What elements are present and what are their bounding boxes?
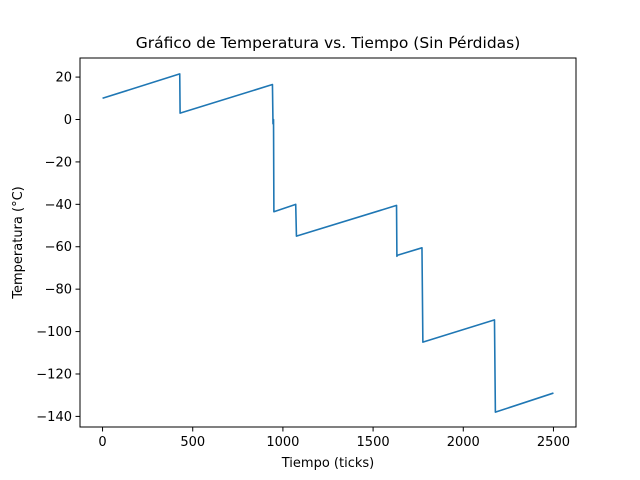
y-tick-label: −140 bbox=[36, 410, 72, 425]
y-tick-label: −20 bbox=[45, 155, 72, 170]
x-tick-label: 1000 bbox=[266, 435, 299, 450]
y-tick-label: −100 bbox=[36, 325, 72, 340]
y-tick-label: 20 bbox=[55, 71, 72, 86]
y-tick-label: 0 bbox=[64, 113, 72, 128]
plot-frame bbox=[79, 57, 577, 428]
y-axis-label: Temperatura (°C) bbox=[11, 186, 26, 299]
x-tick-label: 2500 bbox=[537, 435, 570, 450]
y-tick-label: −40 bbox=[45, 198, 72, 213]
y-tick-label: −120 bbox=[36, 367, 72, 382]
x-tick-label: 500 bbox=[180, 435, 205, 450]
y-tick-label: −60 bbox=[45, 240, 72, 255]
y-axis: 20 0 −20 −40 −60 −80 −100 −120 −140 bbox=[36, 71, 80, 425]
x-axis-label: Tiempo (ticks) bbox=[281, 456, 374, 471]
y-tick-label: −80 bbox=[45, 283, 72, 298]
x-tick-label: 2000 bbox=[447, 435, 480, 450]
series-line bbox=[102, 73, 554, 413]
x-tick-label: 1500 bbox=[357, 435, 390, 450]
x-tick-label: 0 bbox=[98, 435, 106, 450]
chart-title: Gráfico de Temperatura vs. Tiempo (Sin P… bbox=[136, 34, 521, 52]
x-axis: 0 500 1000 1500 2000 2500 bbox=[98, 427, 570, 450]
